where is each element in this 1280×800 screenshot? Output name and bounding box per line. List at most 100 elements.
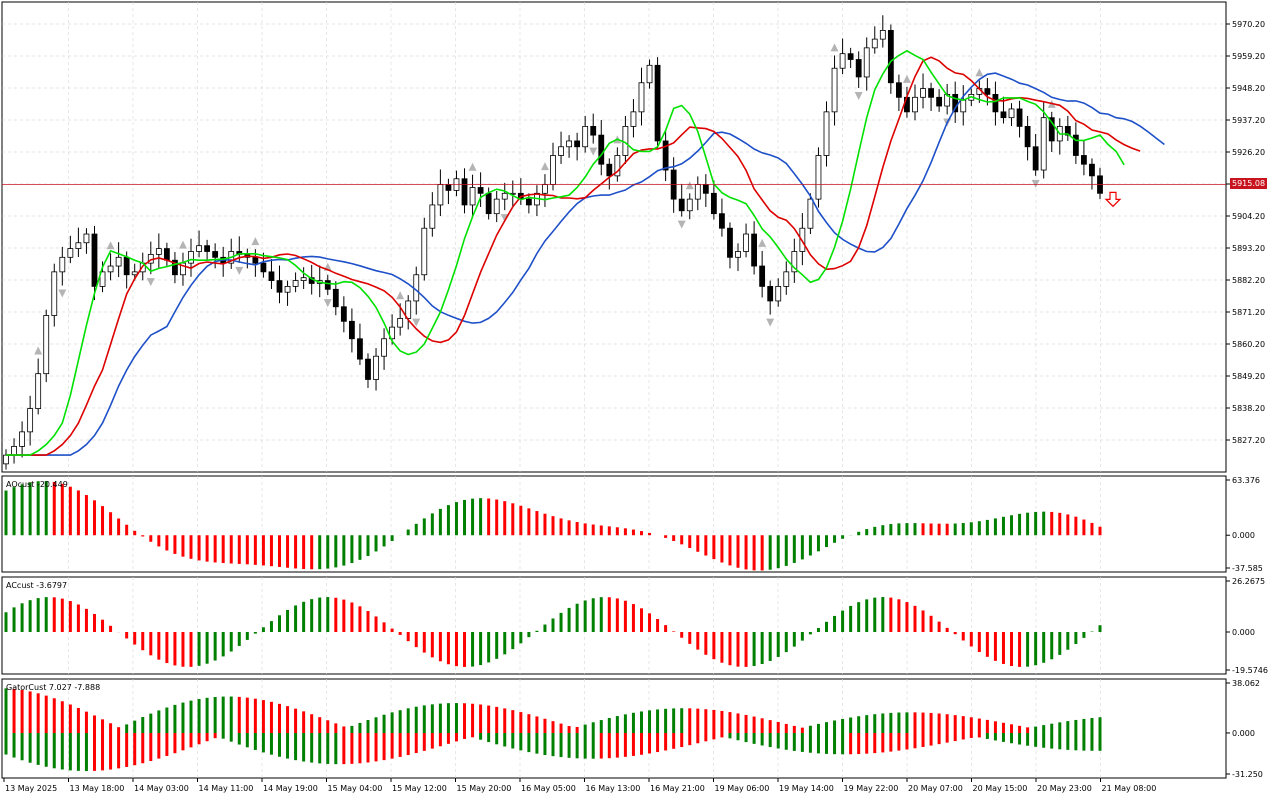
candle-body <box>67 248 74 258</box>
candle-body <box>727 227 733 258</box>
candle-body <box>702 184 709 194</box>
time-axis-label: 14 May 03:00 <box>134 784 189 793</box>
candle-body <box>719 213 725 229</box>
fractal-up-marker <box>106 241 115 250</box>
candle-body <box>1032 146 1039 171</box>
fractal-down-marker <box>323 299 332 308</box>
time-axis-label: 15 May 12:00 <box>392 784 447 793</box>
candle-body <box>1000 111 1007 119</box>
candle-body <box>493 198 500 215</box>
fractal-down-marker <box>677 220 686 229</box>
fractal-up-marker <box>830 43 839 52</box>
candle-body <box>397 317 404 328</box>
candle-body <box>348 320 355 340</box>
ao-tick-label: -37.585 <box>1232 564 1263 573</box>
candle-body <box>743 233 749 252</box>
gator-tick-label: 38.062 <box>1232 679 1260 688</box>
candle-body <box>590 126 597 136</box>
fractal-up-marker <box>34 346 43 355</box>
gator-indicator-label: GatorCust 7.027 -7.888 <box>6 683 101 692</box>
candle-body <box>300 277 307 281</box>
time-axis-label: 15 May 20:00 <box>457 784 512 793</box>
candle-body <box>920 88 926 98</box>
time-axis-label: 19 May 06:00 <box>715 784 770 793</box>
candle-body <box>437 184 444 206</box>
candle-body <box>759 265 766 287</box>
candle-body <box>807 198 814 229</box>
candle-body <box>155 248 162 255</box>
ac-indicator-label: ACcust -3.6797 <box>6 581 68 590</box>
candle-body <box>710 192 717 215</box>
ac-tick-label: 26.2675 <box>1232 577 1265 586</box>
candle-body <box>936 96 943 107</box>
time-axis-label: 19 May 14:00 <box>779 784 834 793</box>
candle-body <box>566 140 572 148</box>
gator-tick-label: -31.250 <box>1232 770 1263 779</box>
candle-body <box>389 326 396 340</box>
ao-tick-label: 0.000 <box>1232 531 1255 540</box>
price-tick-label: 5827.20 <box>1232 436 1265 445</box>
candle-body <box>1089 163 1095 177</box>
teeth-line <box>6 56 1141 456</box>
time-axis-label: 13 May 18:00 <box>70 784 125 793</box>
candle-body <box>984 88 991 95</box>
candle-body <box>3 454 9 465</box>
time-axis-label: 20 May 15:00 <box>973 784 1028 793</box>
price-tick-label: 5871.20 <box>1232 308 1265 317</box>
price-tick-label: 5893.20 <box>1232 244 1265 253</box>
candle-body <box>1064 126 1071 136</box>
candle-body <box>638 82 645 113</box>
candle-body <box>928 88 934 98</box>
time-axis-label: 20 May 23:00 <box>1037 784 1092 793</box>
candle-body <box>525 198 532 206</box>
fractal-up-marker <box>468 162 477 171</box>
candle-body <box>558 146 564 156</box>
candle-body <box>887 29 894 84</box>
candle-body <box>598 134 605 165</box>
candle-body <box>550 155 556 185</box>
fractal-down-marker <box>1031 179 1040 188</box>
candle-body <box>340 306 347 322</box>
candle-body <box>276 280 283 293</box>
time-axis-label: 14 May 19:00 <box>263 784 318 793</box>
candle-body <box>196 245 202 252</box>
candle-body <box>646 64 653 84</box>
time-axis-label: 20 May 07:00 <box>908 784 963 793</box>
candle-body <box>783 271 790 287</box>
pane-frame-main <box>1 1 1227 473</box>
ac-tick-label: 0.000 <box>1232 628 1255 637</box>
gator-tick-label: 0.000 <box>1232 729 1255 738</box>
candle-body <box>75 242 82 249</box>
candle-body <box>767 285 774 302</box>
ac-tick-label: -19.5746 <box>1232 666 1268 675</box>
fractal-up-marker <box>178 240 187 249</box>
fractal-up-marker <box>540 162 549 171</box>
candle-body <box>1040 117 1047 171</box>
fractal-up-marker <box>251 237 260 246</box>
candle-body <box>212 251 219 258</box>
fractal-down-marker <box>854 92 863 100</box>
time-axis-label: 16 May 21:00 <box>650 784 705 793</box>
price-tick-label: 5937.20 <box>1232 116 1265 125</box>
candle-body <box>694 184 701 200</box>
current-price-tag: 5915.08 <box>1230 178 1268 190</box>
price-tick-label: 5926.20 <box>1232 148 1265 157</box>
fractal-up-marker <box>975 68 984 77</box>
fractal-up-marker <box>685 181 694 190</box>
candle-body <box>188 251 194 264</box>
candle-body <box>123 256 130 276</box>
fractal-down-marker <box>412 318 421 327</box>
candle-body <box>1072 134 1079 156</box>
candle-body <box>357 338 363 360</box>
candle-body <box>574 140 581 148</box>
candle-body <box>791 251 798 273</box>
candle-body <box>429 204 436 229</box>
ao-tick-label: 63.376 <box>1232 476 1260 485</box>
fractal-down-marker <box>58 289 67 298</box>
candle-body <box>91 233 98 287</box>
price-tick-label: 5959.20 <box>1232 52 1265 61</box>
candle-body <box>735 251 741 258</box>
candle-body <box>863 47 870 78</box>
candle-body <box>59 256 66 273</box>
